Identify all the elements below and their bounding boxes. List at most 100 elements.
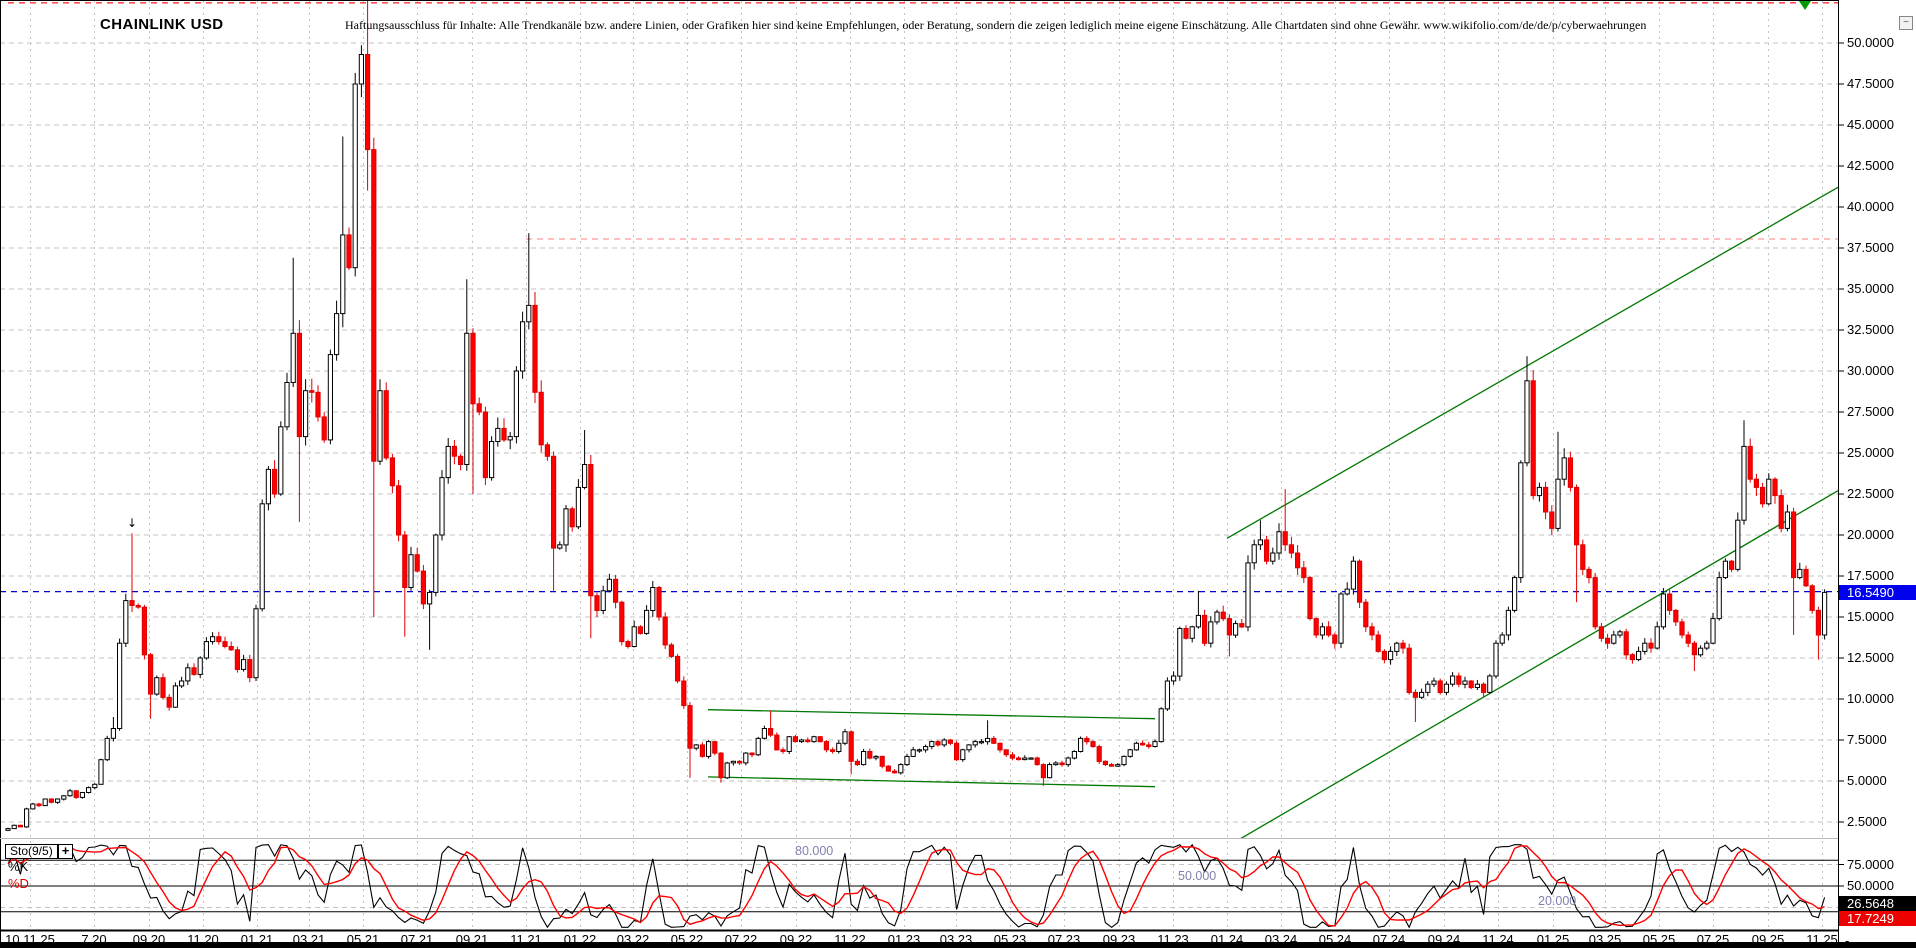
x-axis-label: 03.24 <box>1264 932 1298 947</box>
stochastic-d-line <box>7 845 1825 927</box>
candle-up <box>210 636 216 643</box>
candle-down <box>296 332 302 438</box>
candle-down <box>1096 746 1102 762</box>
candle-up <box>724 762 730 779</box>
x-axis-label: 07.24 <box>1372 932 1406 947</box>
candle-down <box>1667 593 1673 611</box>
candle-down <box>1109 764 1115 767</box>
candle-up <box>290 332 296 383</box>
candle-up <box>799 739 805 743</box>
candle-down <box>625 641 631 647</box>
candle-down <box>656 587 662 618</box>
y-axis-label: 15.0000 <box>1847 609 1894 624</box>
candle-up <box>513 370 519 438</box>
x-axis-label: 7.20 <box>81 932 107 947</box>
indicator-settings-button[interactable]: Sto(9/5) <box>5 844 58 859</box>
candle-down <box>1549 511 1555 529</box>
candle-down <box>1220 611 1226 620</box>
x-axis-label: 05.23 <box>993 932 1027 947</box>
candle-down <box>879 755 885 767</box>
candle-down <box>551 455 557 549</box>
candle-down <box>166 696 172 708</box>
candle-up <box>1722 560 1729 579</box>
minimize-icon[interactable]: − <box>1899 16 1913 30</box>
candle-down <box>532 304 538 393</box>
candle-up <box>117 642 123 730</box>
candle-up <box>1660 593 1667 628</box>
candle-down <box>482 411 488 479</box>
candle-up <box>563 508 569 546</box>
candle-down <box>371 149 377 462</box>
candle-up <box>334 313 340 356</box>
candle-down <box>1567 457 1574 488</box>
candle-down <box>346 234 352 269</box>
candle-up <box>408 554 414 589</box>
candle-down <box>668 644 674 657</box>
candle-up <box>1270 552 1276 562</box>
candle-down <box>222 641 228 647</box>
candle-up <box>916 749 922 752</box>
candle-up <box>495 427 501 442</box>
candle-up <box>1555 478 1561 529</box>
candle-down <box>383 390 389 459</box>
candle-up <box>1487 675 1493 693</box>
candle-up <box>1636 650 1642 661</box>
x-axis-label: 07.25 <box>1696 932 1730 947</box>
candle-up <box>154 677 160 695</box>
candle-down <box>1264 539 1270 562</box>
candle-up <box>1338 593 1344 644</box>
candle-up <box>445 445 451 479</box>
candle-up <box>1710 618 1716 644</box>
candle-up <box>1233 623 1239 636</box>
candle-down <box>1803 568 1809 587</box>
candle-up <box>284 382 290 428</box>
candle-up <box>1797 568 1803 579</box>
candle-up <box>55 798 61 803</box>
candle-down <box>1288 544 1295 554</box>
y-axis-label: 27.5000 <box>1847 404 1894 419</box>
candle-up <box>861 751 867 766</box>
candle-down <box>830 749 836 752</box>
candle-up <box>1214 611 1220 623</box>
candle-down <box>1381 650 1388 661</box>
candle-down <box>1226 618 1233 636</box>
candle-up <box>1071 751 1078 759</box>
candle-up <box>842 731 848 744</box>
candle-up <box>1704 642 1710 649</box>
candle-down <box>687 705 693 749</box>
candle-up <box>960 749 966 761</box>
candle-down <box>365 54 371 151</box>
candle-down <box>538 391 544 446</box>
candle-up <box>1419 691 1425 698</box>
x-axis-label: 11.25 <box>1806 932 1838 947</box>
candle-down <box>823 741 829 751</box>
candle-down <box>712 741 718 754</box>
candle-up <box>98 759 104 785</box>
candle-down <box>135 605 141 608</box>
add-indicator-button[interactable]: + <box>58 844 73 859</box>
candle-down <box>1140 742 1146 746</box>
candle-up <box>1474 683 1481 689</box>
candle-down <box>36 803 42 807</box>
candle-down <box>848 731 854 762</box>
candle-down <box>1375 634 1381 652</box>
candle-up <box>1121 755 1127 766</box>
candle-down <box>1412 691 1419 698</box>
candle-down <box>1530 380 1536 497</box>
candle-down <box>1685 634 1691 644</box>
x-axis-label: 05.22 <box>670 932 704 947</box>
disclaimer-text: Haftungsausschluss für Inhalte: Alle Tre… <box>345 18 1647 32</box>
candle-up <box>1518 462 1524 579</box>
candle-down <box>1648 642 1654 649</box>
x-axis-label: 03.21 <box>292 932 326 947</box>
y-axis-label: 25.0000 <box>1847 445 1894 460</box>
candle-up <box>898 764 904 774</box>
candle-down <box>1146 744 1152 748</box>
x-axis-label: 01.25 <box>1536 932 1570 947</box>
candle-down <box>947 739 953 744</box>
candle-down <box>396 485 402 536</box>
x-axis-label: 01.24 <box>1210 932 1244 947</box>
candle-down <box>1034 757 1040 766</box>
candle-down <box>228 646 234 651</box>
